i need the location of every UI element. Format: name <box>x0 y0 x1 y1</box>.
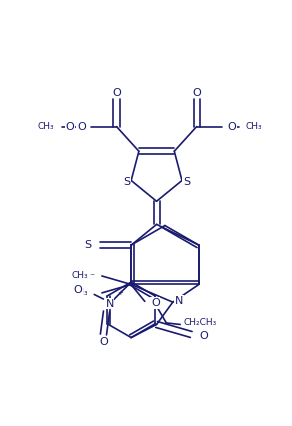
Text: N: N <box>105 299 114 309</box>
Text: S: S <box>183 177 190 187</box>
Text: O: O <box>112 88 121 98</box>
Text: S: S <box>84 240 91 250</box>
Text: O: O <box>73 285 82 295</box>
Text: CH₃: CH₃ <box>72 271 88 280</box>
Text: CH₃: CH₃ <box>72 288 88 297</box>
Text: ⁻: ⁻ <box>90 272 95 282</box>
Text: S: S <box>123 177 130 187</box>
Text: O: O <box>192 88 201 98</box>
Text: CH₃: CH₃ <box>245 122 262 131</box>
Text: O: O <box>199 331 208 341</box>
Text: O: O <box>77 121 86 132</box>
Text: CH₃: CH₃ <box>38 122 54 131</box>
Text: O: O <box>65 121 74 132</box>
Text: O: O <box>151 298 160 308</box>
Text: O: O <box>99 337 108 347</box>
Text: N: N <box>175 296 183 305</box>
Text: +: + <box>117 290 123 296</box>
Text: CH₂CH₃: CH₂CH₃ <box>183 318 217 328</box>
Text: O: O <box>227 121 236 132</box>
